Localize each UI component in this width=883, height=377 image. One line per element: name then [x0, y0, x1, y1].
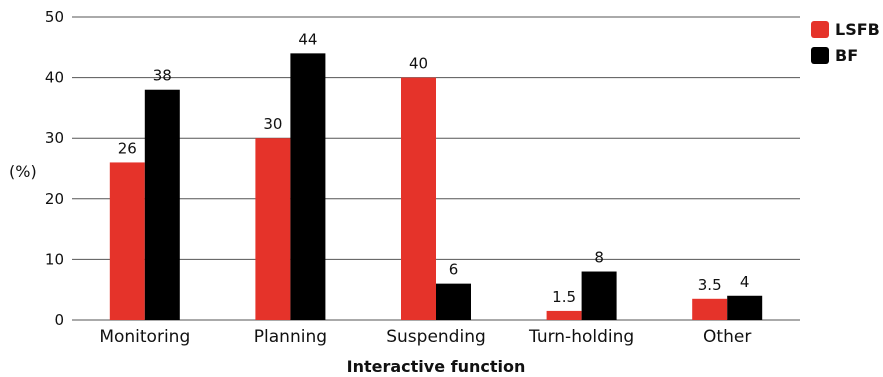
x-axis-label: Interactive function: [347, 357, 526, 376]
data-label: 8: [594, 249, 604, 267]
legend-label-bf: BF: [835, 46, 858, 65]
x-category-label: Planning: [254, 327, 327, 347]
bar-bf-monitoring: [144, 89, 180, 320]
y-axis-label: (%): [9, 162, 37, 181]
y-tick-label: 50: [45, 8, 64, 26]
legend: LSFB BF: [811, 20, 880, 65]
data-label: 3.5: [698, 276, 722, 294]
data-label: 44: [298, 30, 317, 48]
x-category-label: Monitoring: [99, 327, 190, 347]
legend-swatch-bf: [811, 47, 829, 64]
bar-lsfb-planning: [255, 138, 291, 320]
data-label: 4: [740, 273, 750, 291]
y-tick-label: 40: [45, 69, 64, 87]
legend-swatch-lsfb: [811, 21, 829, 38]
bar-lsfb-monitoring: [109, 162, 145, 320]
x-category-label: Suspending: [386, 327, 486, 347]
x-category-label: Turn-holding: [528, 327, 634, 347]
legend-label-lsfb: LSFB: [835, 20, 880, 39]
y-tick-label: 20: [45, 190, 64, 208]
y-tick-label: 30: [45, 129, 64, 147]
bar-lsfb-suspending: [401, 77, 436, 320]
bar-bf-suspending: [436, 283, 471, 320]
bars: [109, 53, 763, 321]
data-label: 6: [449, 261, 459, 279]
bar-lsfb-other: [692, 298, 728, 320]
data-label: 1.5: [552, 288, 576, 306]
data-label: 30: [263, 115, 282, 133]
bar-bf-other: [727, 295, 763, 320]
bar-lsfb-turn-holding: [546, 310, 582, 320]
bar-bf-turn-holding: [581, 271, 617, 320]
y-tick-labels: 0 10 20 30 40 50: [45, 8, 64, 329]
x-category-label: Other: [703, 327, 751, 347]
x-category-labels: Monitoring Planning Suspending Turn-holding…: [99, 327, 751, 347]
data-label: 40: [409, 55, 428, 73]
data-label: 26: [118, 139, 137, 157]
data-label: 38: [153, 67, 172, 85]
data-labels: 26 38 30 44 40 6 1.5 8 3.5 4: [118, 30, 750, 306]
y-tick-label: 10: [45, 250, 64, 268]
bar-bf-planning: [290, 53, 326, 321]
y-tick-label: 0: [54, 311, 64, 329]
